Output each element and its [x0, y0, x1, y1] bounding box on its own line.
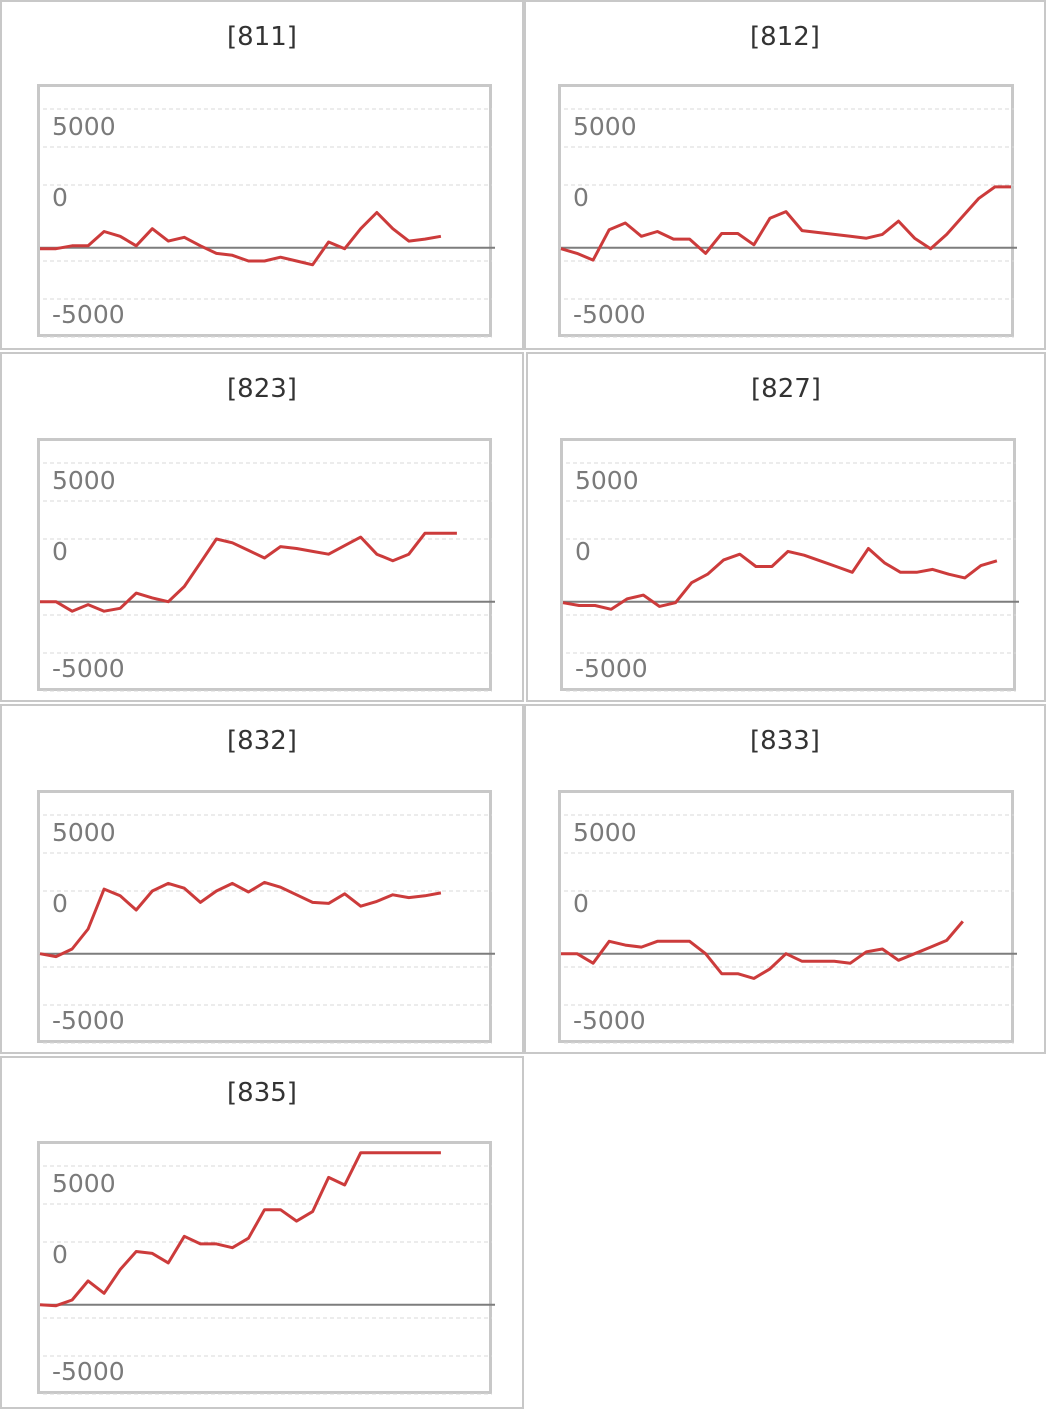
- y-tick-label: 5000: [575, 466, 639, 495]
- chart-panel-827: [827] 5000 0 -5000: [526, 352, 1046, 702]
- line-chart-svg: 5000 0 -5000: [40, 462, 495, 692]
- plot-area: 5000 0 -5000: [558, 790, 1017, 1044]
- y-tick-label: 5000: [52, 818, 116, 847]
- chart-panel-835: [835] 5000 0 -5000: [0, 1056, 524, 1409]
- y-tick-label: -5000: [573, 1006, 646, 1035]
- y-tick-label: 0: [52, 537, 68, 566]
- chart-panel-811: [811] 5000 0 -5000: [0, 0, 524, 350]
- series-line: [40, 531, 457, 613]
- series-line: [40, 211, 442, 267]
- chart-title: [832]: [227, 726, 297, 756]
- chart-panel-812: [812] 5000 0 -5000: [524, 0, 1046, 350]
- plot-area: 5000 0 -5000: [37, 790, 495, 1044]
- y-tick-label: -5000: [52, 300, 125, 329]
- y-tick-label: 0: [573, 889, 589, 918]
- y-tick-label: -5000: [575, 654, 648, 683]
- chart-panel-833: [833] 5000 0 -5000: [524, 704, 1046, 1054]
- line-chart-svg: 5000 0 -5000: [560, 108, 1017, 338]
- y-tick-label: 0: [52, 889, 68, 918]
- line-chart-svg: 5000 0 -5000: [39, 1151, 495, 1395]
- y-tick-label: 5000: [52, 466, 116, 495]
- series-line: [39, 1151, 441, 1308]
- plot-area: 5000 0 -5000: [37, 438, 495, 692]
- chart-panel-832: [832] 5000 0 -5000: [0, 704, 524, 1054]
- y-tick-label: 0: [575, 537, 591, 566]
- line-chart-svg: 5000 0 -5000: [561, 814, 1017, 1044]
- y-tick-label: 5000: [573, 818, 637, 847]
- y-tick-label: 0: [52, 1240, 68, 1269]
- y-tick-label: -5000: [573, 300, 646, 329]
- y-tick-label: -5000: [52, 654, 125, 683]
- plot-area: 5000 0 -5000: [560, 438, 1019, 692]
- y-tick-label: 5000: [52, 1169, 116, 1198]
- chart-title: [835]: [227, 1078, 297, 1108]
- y-tick-label: 0: [573, 183, 589, 212]
- chart-title: [811]: [227, 22, 297, 52]
- chart-title: [827]: [751, 374, 821, 404]
- y-tick-label: -5000: [52, 1006, 125, 1035]
- plot-area: 5000 0 -5000: [37, 84, 495, 338]
- line-chart-svg: 5000 0 -5000: [39, 814, 495, 1044]
- y-tick-label: -5000: [52, 1357, 125, 1386]
- y-tick-label: 5000: [52, 112, 116, 141]
- chart-title: [812]: [750, 22, 820, 52]
- chart-panel-823: [823] 5000 0 -5000: [0, 352, 524, 702]
- series-line: [39, 880, 442, 959]
- line-chart-svg: 5000 0 -5000: [562, 462, 1019, 692]
- line-chart-svg: 5000 0 -5000: [40, 108, 495, 338]
- y-tick-label: 5000: [573, 112, 637, 141]
- y-tick-label: 0: [52, 183, 68, 212]
- plot-area: 5000 0 -5000: [37, 1141, 495, 1395]
- chart-title: [823]: [227, 374, 297, 404]
- series-line: [561, 920, 964, 980]
- plot-area: 5000 0 -5000: [558, 84, 1017, 338]
- chart-title: [833]: [750, 726, 820, 756]
- series-line: [560, 185, 1011, 262]
- series-line: [562, 547, 998, 611]
